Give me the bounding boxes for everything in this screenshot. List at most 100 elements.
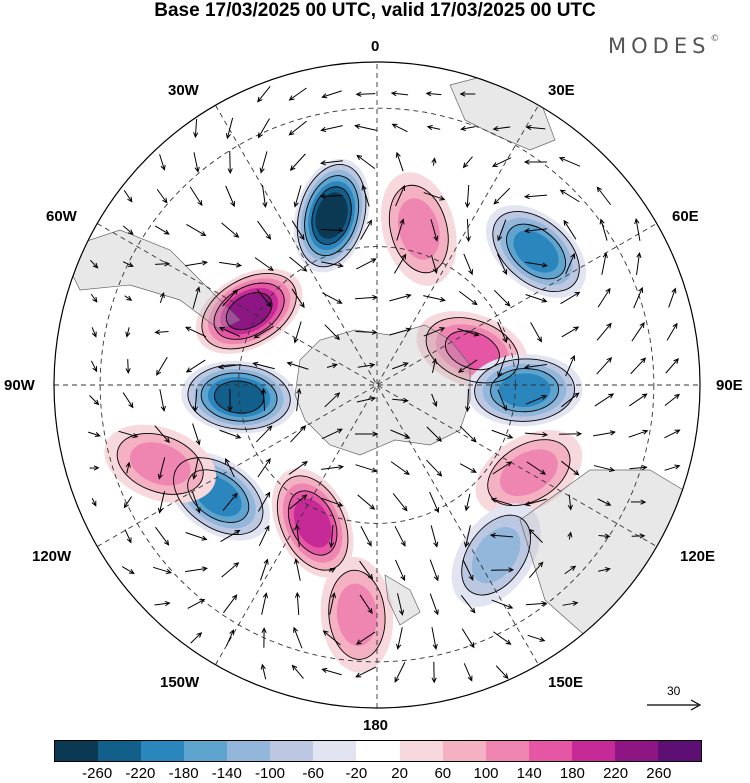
wind-arrow <box>121 566 135 575</box>
wind-arrow <box>89 465 100 471</box>
brand-text: MODES <box>608 34 711 58</box>
legend-tick-label: -100 <box>254 765 286 782</box>
wind-arrow <box>491 157 512 167</box>
wind-arrow <box>288 87 307 101</box>
wind-arrow <box>497 253 508 276</box>
wind-arrow <box>491 429 514 439</box>
wind-arrow <box>185 260 209 267</box>
wind-arrow <box>88 431 101 438</box>
wind-arrow <box>429 491 440 514</box>
wind-arrow <box>227 388 233 413</box>
wind-arrow <box>154 225 170 235</box>
wind-arrow <box>262 185 268 209</box>
wind-arrow <box>286 361 309 370</box>
anomaly-band <box>336 583 378 647</box>
lon-label-60e: 60E <box>672 208 699 225</box>
contour-line <box>461 514 531 596</box>
wind-arrow <box>596 186 612 206</box>
wind-arrow <box>564 565 577 575</box>
wind-arrow <box>394 661 406 683</box>
wind-arrow <box>560 291 581 305</box>
wind-arrow <box>631 533 646 539</box>
wind-arrow <box>324 392 341 408</box>
wind-arrow <box>257 491 271 512</box>
wind-arrow <box>356 258 377 270</box>
wind-arrow <box>630 499 647 505</box>
wind-arrow <box>525 124 546 131</box>
wind-arrow <box>597 498 612 506</box>
legend-swatch <box>614 741 658 761</box>
wind-arrow <box>389 293 412 302</box>
wind-arrow <box>124 295 133 301</box>
wind-arrow <box>395 559 406 582</box>
wind-arrow <box>294 558 301 581</box>
wind-arrow <box>462 559 474 581</box>
lon-label-60w: 60W <box>46 208 77 225</box>
legend-tick-label: -20 <box>345 765 368 782</box>
wind-arrow <box>397 593 405 616</box>
wind-arrow <box>226 629 235 646</box>
wind-arrow <box>221 562 240 578</box>
wind-arrow <box>565 252 576 275</box>
contour-line <box>388 184 449 274</box>
wind-arrow <box>185 359 206 373</box>
wind-arrow <box>395 184 406 207</box>
wind-arrow <box>355 464 378 473</box>
wind-arrow <box>524 498 547 507</box>
wind-arrow <box>561 392 580 408</box>
wind-arrow <box>528 561 544 579</box>
anomaly-band <box>293 498 332 548</box>
wind-arrow <box>355 329 378 335</box>
wind-arrow <box>357 362 376 368</box>
wind-arrow <box>157 457 166 480</box>
wind-arrow <box>491 599 514 609</box>
wind-arrow <box>459 425 477 443</box>
legend-colorbar <box>54 740 702 762</box>
wind-arrow <box>489 532 514 539</box>
wind-arrow <box>463 663 473 682</box>
wind-arrow <box>185 326 207 338</box>
wind-arrow <box>152 566 172 574</box>
legend-swatch <box>55 741 99 761</box>
wind-arrow <box>257 457 271 478</box>
wind-arrow <box>125 461 131 474</box>
wind-arrow <box>561 326 580 338</box>
wind-arrow <box>493 187 511 205</box>
wind-arrow <box>361 184 370 207</box>
wind-arrow <box>156 188 168 204</box>
wind-arrow <box>122 261 134 267</box>
anomaly-band <box>214 380 264 414</box>
wind-arrow <box>430 255 438 274</box>
wind-arrow <box>289 256 308 272</box>
legend-swatch <box>442 741 486 761</box>
wind-arrow <box>390 90 409 97</box>
polar-map <box>53 61 701 709</box>
wind-arrow <box>360 219 372 240</box>
wind-arrow <box>257 220 272 240</box>
wind-arrow <box>185 532 208 541</box>
wind-arrow <box>252 361 275 370</box>
wind-arrow <box>459 463 477 473</box>
wind-arrow <box>430 219 439 242</box>
wind-arrow <box>155 261 171 267</box>
wind-arrow <box>593 430 616 437</box>
wind-arrow <box>125 327 131 338</box>
wind-arrow <box>289 494 308 510</box>
wind-arrow <box>431 393 438 408</box>
wind-arrow <box>599 218 608 241</box>
wind-arrow <box>222 289 239 307</box>
wind-arrow <box>190 632 203 644</box>
legend-tick-label: 60 <box>434 765 452 782</box>
wind-arrow <box>526 461 547 475</box>
wind-arrow <box>431 358 438 373</box>
wind-arrow <box>636 251 642 275</box>
wind-arrow <box>257 85 271 103</box>
wind-arrow <box>593 465 616 472</box>
wind-arrow <box>154 600 171 607</box>
wind-arrow <box>492 125 511 132</box>
wind-arrow <box>227 150 233 175</box>
wind-arrow <box>154 425 170 444</box>
wind-arrow <box>326 363 339 369</box>
wind-arrow <box>219 261 243 268</box>
legend-swatch <box>227 741 271 761</box>
